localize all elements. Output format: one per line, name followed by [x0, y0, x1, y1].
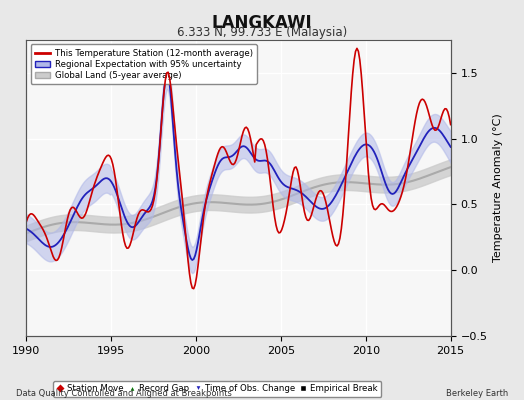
Text: LANGKAWI: LANGKAWI: [212, 14, 312, 32]
Text: Data Quality Controlled and Aligned at Breakpoints: Data Quality Controlled and Aligned at B…: [16, 389, 232, 398]
Text: Berkeley Earth: Berkeley Earth: [446, 389, 508, 398]
Y-axis label: Temperature Anomaly (°C): Temperature Anomaly (°C): [493, 114, 503, 262]
Legend: Station Move, Record Gap, Time of Obs. Change, Empirical Break: Station Move, Record Gap, Time of Obs. C…: [53, 381, 381, 397]
Text: 6.333 N, 99.733 E (Malaysia): 6.333 N, 99.733 E (Malaysia): [177, 26, 347, 39]
